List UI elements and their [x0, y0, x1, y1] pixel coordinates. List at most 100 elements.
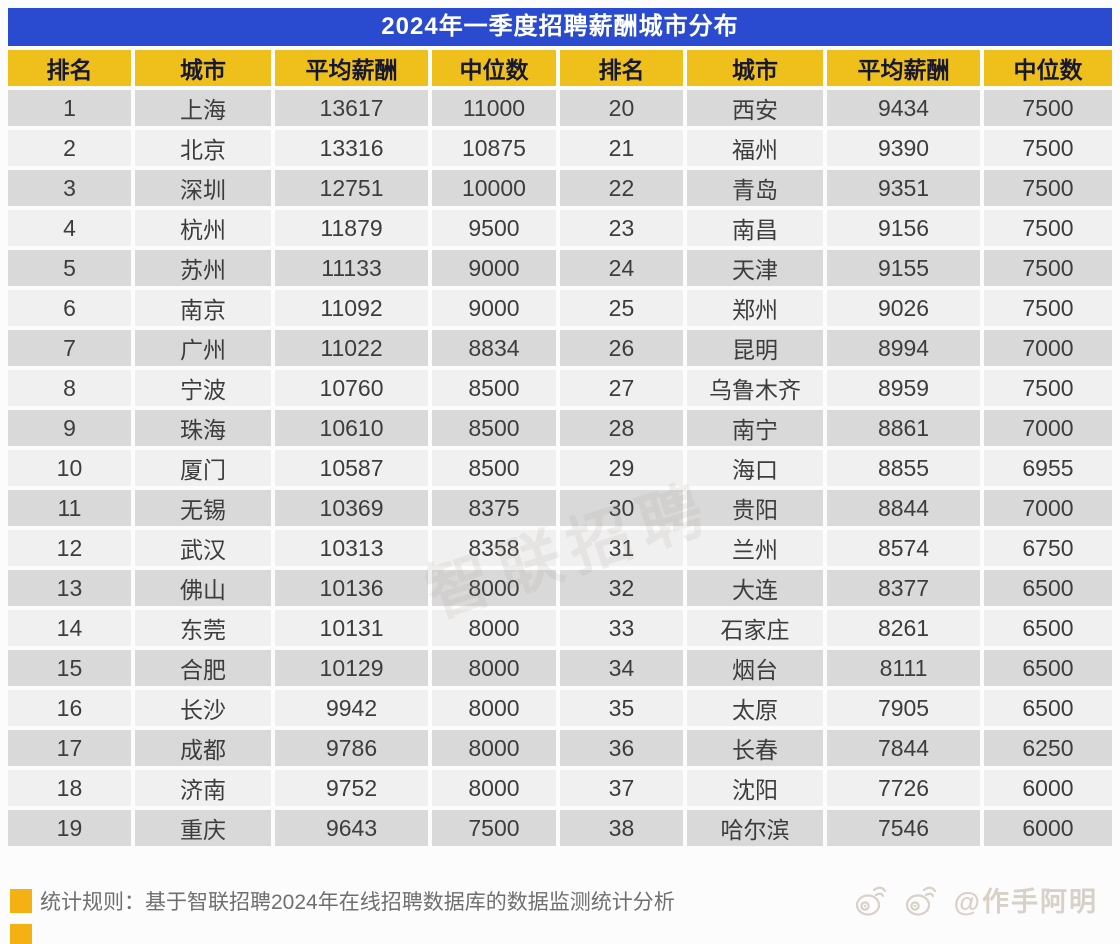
- rank-cell: 20: [559, 90, 687, 130]
- column-header-median-right: 中位数: [983, 50, 1112, 90]
- avg-salary-cell: 8574: [827, 530, 984, 570]
- table-row: 12 武汉 10313 8358 31 兰州 8574 6750: [8, 530, 1112, 570]
- avg-salary-cell: 10136: [275, 570, 432, 610]
- avg-salary-cell: 8861: [827, 410, 984, 450]
- median-cell: 9500: [431, 210, 560, 250]
- city-cell: 海口: [686, 450, 828, 490]
- city-cell: 深圳: [134, 170, 276, 210]
- rank-cell: 22: [559, 170, 687, 210]
- median-cell: 7500: [983, 210, 1112, 250]
- rank-cell: 6: [8, 290, 135, 330]
- rank-cell: 5: [8, 250, 135, 290]
- salary-table: 排名 城市 平均薪酬 中位数 排名 城市 平均薪酬 中位数 1 上海 13617 11…: [8, 50, 1112, 850]
- rank-cell: 19: [8, 810, 135, 850]
- avg-salary-cell: 9351: [827, 170, 984, 210]
- median-cell: 7500: [431, 810, 560, 850]
- avg-salary-cell: 7546: [827, 810, 984, 850]
- median-cell: 6000: [983, 810, 1112, 850]
- city-cell: 东莞: [134, 610, 276, 650]
- weibo-watermark: @作手阿明: [854, 880, 1098, 919]
- city-cell: 兰州: [686, 530, 828, 570]
- avg-salary-cell: 9643: [275, 810, 432, 850]
- rank-cell: 3: [8, 170, 135, 210]
- city-cell: 无锡: [134, 490, 276, 530]
- city-cell: 广州: [134, 330, 276, 370]
- median-cell: 7500: [983, 130, 1112, 170]
- infographic-container: 2024年一季度招聘薪酬城市分布 排名 城市 平均薪酬 中位数 排名 城市 平均…: [8, 8, 1112, 850]
- column-header-avg-left: 平均薪酬: [275, 50, 432, 90]
- table-row: 2 北京 13316 10875 21 福州 9390 7500: [8, 130, 1112, 170]
- city-cell: 烟台: [686, 650, 828, 690]
- column-header-city-right: 城市: [686, 50, 828, 90]
- avg-salary-cell: 9156: [827, 210, 984, 250]
- median-cell: 6750: [983, 530, 1112, 570]
- avg-salary-cell: 8844: [827, 490, 984, 530]
- avg-salary-cell: 10313: [275, 530, 432, 570]
- rank-cell: 31: [559, 530, 687, 570]
- avg-salary-cell: 10369: [275, 490, 432, 530]
- table-row: 7 广州 11022 8834 26 昆明 8994 7000: [8, 330, 1112, 370]
- city-cell: 青岛: [686, 170, 828, 210]
- median-cell: 7500: [983, 290, 1112, 330]
- rank-cell: 32: [559, 570, 687, 610]
- rank-cell: 4: [8, 210, 135, 250]
- rank-cell: 18: [8, 770, 135, 810]
- column-header-rank-left: 排名: [8, 50, 135, 90]
- rank-cell: 29: [559, 450, 687, 490]
- avg-salary-cell: 7905: [827, 690, 984, 730]
- header-row: 排名 城市 平均薪酬 中位数 排名 城市 平均薪酬 中位数: [8, 50, 1112, 90]
- avg-salary-cell: 13617: [275, 90, 432, 130]
- rank-cell: 36: [559, 730, 687, 770]
- median-cell: 10000: [431, 170, 560, 210]
- column-header-city-left: 城市: [134, 50, 276, 90]
- city-cell: 长春: [686, 730, 828, 770]
- avg-salary-cell: 9942: [275, 690, 432, 730]
- avg-salary-cell: 10587: [275, 450, 432, 490]
- weibo-handle: @作手阿明: [953, 887, 1098, 917]
- median-cell: 8000: [431, 610, 560, 650]
- avg-salary-cell: 9752: [275, 770, 432, 810]
- median-cell: 6955: [983, 450, 1112, 490]
- median-cell: 8500: [431, 450, 560, 490]
- note-bullet-square-partial: [10, 924, 32, 944]
- table-row: 15 合肥 10129 8000 34 烟台 8111 6500: [8, 650, 1112, 690]
- city-cell: 南京: [134, 290, 276, 330]
- median-cell: 7500: [983, 170, 1112, 210]
- table-row: 11 无锡 10369 8375 30 贵阳 8844 7000: [8, 490, 1112, 530]
- rank-cell: 2: [8, 130, 135, 170]
- city-cell: 杭州: [134, 210, 276, 250]
- rank-cell: 26: [559, 330, 687, 370]
- avg-salary-cell: 7844: [827, 730, 984, 770]
- table-row: 13 佛山 10136 8000 32 大连 8377 6500: [8, 570, 1112, 610]
- note-text: 统计规则：基于智联招聘2024年在线招聘数据库的数据监测统计分析: [40, 891, 675, 914]
- avg-salary-cell: 9026: [827, 290, 984, 330]
- median-cell: 7500: [983, 90, 1112, 130]
- avg-salary-cell: 11879: [275, 210, 432, 250]
- city-cell: 南宁: [686, 410, 828, 450]
- median-cell: 8500: [431, 370, 560, 410]
- table-row: 14 东莞 10131 8000 33 石家庄 8261 6500: [8, 610, 1112, 650]
- rank-cell: 1: [8, 90, 135, 130]
- rank-cell: 37: [559, 770, 687, 810]
- city-cell: 佛山: [134, 570, 276, 610]
- median-cell: 8000: [431, 650, 560, 690]
- avg-salary-cell: 8111: [827, 650, 984, 690]
- rank-cell: 13: [8, 570, 135, 610]
- avg-salary-cell: 7726: [827, 770, 984, 810]
- page-title: 2024年一季度招聘薪酬城市分布: [8, 8, 1112, 46]
- table-row: 10 厦门 10587 8500 29 海口 8855 6955: [8, 450, 1112, 490]
- city-cell: 上海: [134, 90, 276, 130]
- median-cell: 6000: [983, 770, 1112, 810]
- rank-cell: 28: [559, 410, 687, 450]
- median-cell: 8500: [431, 410, 560, 450]
- median-cell: 6500: [983, 570, 1112, 610]
- note-bullet-square: [10, 889, 32, 913]
- table-row: 16 长沙 9942 8000 35 太原 7905 6500: [8, 690, 1112, 730]
- weibo-logo-icon: [854, 882, 898, 918]
- rank-cell: 17: [8, 730, 135, 770]
- rank-cell: 9: [8, 410, 135, 450]
- note-row: 统计规则：基于智联招聘2024年在线招聘数据库的数据监测统计分析: [10, 886, 675, 916]
- median-cell: 8834: [431, 330, 560, 370]
- city-cell: 南昌: [686, 210, 828, 250]
- avg-salary-cell: 10131: [275, 610, 432, 650]
